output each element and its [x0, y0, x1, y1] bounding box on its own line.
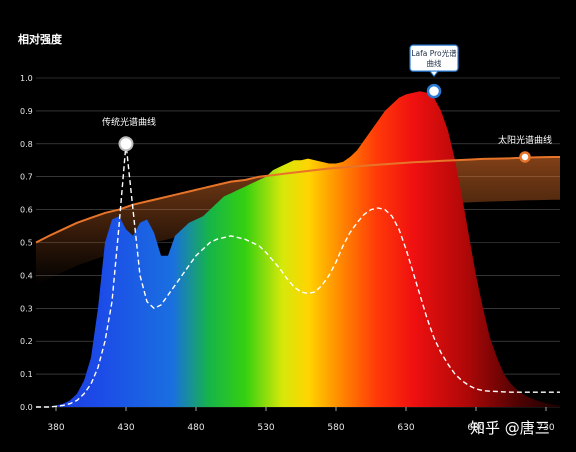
lafa-pro-curve-label: Lafa Pro光谱曲线: [411, 48, 457, 68]
sun-spectrum-line: [35, 156, 560, 244]
sun-line-layer: [35, 156, 560, 244]
lafa-pro-spectrum-area: [36, 91, 560, 407]
x-tick-label: 530: [257, 423, 274, 433]
x-tick-label: 730: [537, 423, 554, 433]
y-tick-label: 0.7: [20, 173, 33, 182]
y-axis-label: 相对强度: [18, 32, 63, 46]
x-tick-label: 630: [397, 423, 414, 433]
x-tick-label: 430: [117, 423, 134, 433]
y-tick-label: 1.0: [20, 74, 33, 83]
x-tick-label: 380: [47, 423, 64, 433]
y-tick-label: 0.9: [20, 107, 33, 116]
y-tick-label: 0.0: [20, 403, 33, 412]
y-tick-label: 0.6: [20, 206, 33, 215]
traditional-peak-marker: [118, 136, 134, 152]
watermark-text: 知乎 @唐三: [470, 419, 550, 437]
x-tick-labels: 380 430 480 530 580 630 680 730: [47, 423, 554, 433]
y-tick-label: 0.2: [20, 337, 33, 346]
traditional-spectrum-line: [36, 143, 560, 408]
y-tick-label: 0.8: [20, 140, 33, 149]
y-tick-label: 0.4: [20, 271, 33, 280]
x-tick-label: 580: [327, 423, 344, 433]
spectrum-layer: [36, 91, 560, 407]
y-tick-label: 0.1: [20, 370, 33, 379]
lafa-pro-callout-pointer: [428, 70, 440, 77]
dashed-layer: [36, 143, 560, 408]
sun-curve-label: 太阳光谱曲线: [498, 134, 552, 146]
y-tick-label: 0.3: [20, 304, 33, 313]
lafa-pro-peak-marker: [426, 83, 442, 99]
traditional-curve-label: 传统光谱曲线: [102, 116, 156, 128]
y-tick-label: 0.5: [20, 239, 33, 248]
x-tick-label: 480: [187, 423, 204, 433]
sun-curve-marker: [519, 151, 531, 163]
x-tick-label: 680: [467, 423, 484, 433]
y-tick-labels: 0.0 0.1 0.2 0.3 0.4 0.5 0.6 0.7 0.8 0.9 1.0: [20, 74, 33, 412]
